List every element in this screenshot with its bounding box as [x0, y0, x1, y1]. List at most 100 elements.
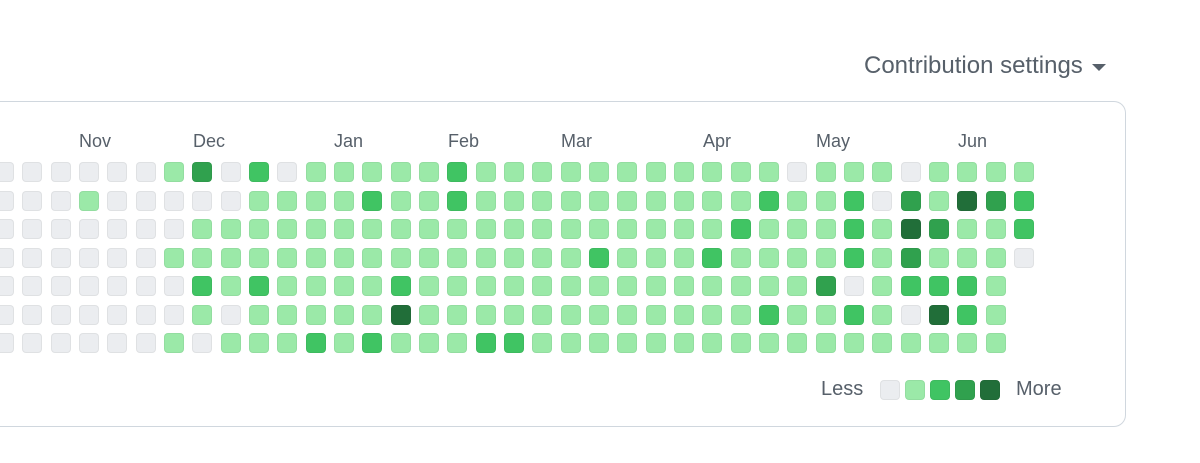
contribution-day-cell[interactable] — [532, 162, 553, 182]
contribution-day-cell[interactable] — [702, 162, 723, 182]
contribution-day-cell[interactable] — [758, 333, 779, 353]
contribution-day-cell[interactable] — [362, 276, 383, 296]
contribution-day-cell[interactable] — [334, 190, 354, 211]
contribution-day-cell[interactable] — [673, 333, 694, 353]
contribution-day-cell[interactable] — [475, 162, 496, 182]
contribution-day-cell[interactable] — [362, 219, 383, 239]
contribution-day-cell[interactable] — [560, 190, 581, 211]
contribution-day-cell[interactable] — [787, 276, 808, 296]
contribution-day-cell[interactable] — [418, 219, 439, 239]
contribution-day-cell[interactable] — [985, 219, 1006, 239]
contribution-day-cell[interactable] — [503, 333, 524, 353]
contribution-day-cell[interactable] — [390, 333, 411, 353]
contribution-day-cell[interactable] — [50, 219, 71, 239]
contribution-day-cell[interactable] — [249, 333, 269, 353]
contribution-day-cell[interactable] — [79, 304, 99, 325]
contribution-day-cell[interactable] — [135, 276, 156, 296]
contribution-day-cell[interactable] — [843, 333, 864, 353]
contribution-day-cell[interactable] — [22, 219, 43, 239]
contribution-day-cell[interactable] — [985, 276, 1006, 296]
contribution-day-cell[interactable] — [390, 304, 411, 325]
contribution-day-cell[interactable] — [50, 190, 71, 211]
contribution-day-cell[interactable] — [334, 333, 354, 353]
contribution-day-cell[interactable] — [220, 162, 241, 182]
contribution-day-cell[interactable] — [843, 219, 864, 239]
contribution-day-cell[interactable] — [702, 333, 723, 353]
contribution-day-cell[interactable] — [390, 247, 411, 268]
contribution-day-cell[interactable] — [815, 304, 836, 325]
contribution-day-cell[interactable] — [588, 190, 609, 211]
contribution-day-cell[interactable] — [815, 190, 836, 211]
contribution-day-cell[interactable] — [900, 190, 921, 211]
contribution-day-cell[interactable] — [985, 333, 1006, 353]
contribution-day-cell[interactable] — [362, 247, 383, 268]
contribution-day-cell[interactable] — [334, 162, 354, 182]
contribution-day-cell[interactable] — [532, 276, 553, 296]
contribution-day-cell[interactable] — [872, 304, 893, 325]
contribution-day-cell[interactable] — [673, 219, 694, 239]
contribution-day-cell[interactable] — [815, 276, 836, 296]
contribution-day-cell[interactable] — [872, 247, 893, 268]
contribution-day-cell[interactable] — [588, 219, 609, 239]
contribution-day-cell[interactable] — [22, 162, 43, 182]
contribution-day-cell[interactable] — [702, 190, 723, 211]
contribution-day-cell[interactable] — [50, 276, 71, 296]
contribution-day-cell[interactable] — [560, 162, 581, 182]
contribution-day-cell[interactable] — [843, 162, 864, 182]
contribution-day-cell[interactable] — [22, 304, 43, 325]
contribution-day-cell[interactable] — [305, 219, 326, 239]
contribution-day-cell[interactable] — [560, 333, 581, 353]
contribution-day-cell[interactable] — [135, 219, 156, 239]
contribution-day-cell[interactable] — [532, 304, 553, 325]
contribution-day-cell[interactable] — [334, 276, 354, 296]
contribution-day-cell[interactable] — [192, 190, 213, 211]
contribution-day-cell[interactable] — [532, 219, 553, 239]
contribution-day-cell[interactable] — [985, 190, 1006, 211]
contribution-day-cell[interactable] — [758, 162, 779, 182]
contribution-day-cell[interactable] — [900, 247, 921, 268]
contribution-day-cell[interactable] — [957, 219, 978, 239]
contribution-day-cell[interactable] — [305, 162, 326, 182]
contribution-day-cell[interactable] — [900, 276, 921, 296]
contribution-day-cell[interactable] — [164, 247, 184, 268]
contribution-day-cell[interactable] — [362, 333, 383, 353]
contribution-day-cell[interactable] — [617, 304, 638, 325]
contribution-day-cell[interactable] — [79, 276, 99, 296]
contribution-day-cell[interactable] — [758, 276, 779, 296]
contribution-day-cell[interactable] — [673, 304, 694, 325]
contribution-day-cell[interactable] — [1013, 190, 1034, 211]
contribution-day-cell[interactable] — [985, 247, 1006, 268]
contribution-day-cell[interactable] — [758, 190, 779, 211]
contribution-day-cell[interactable] — [617, 219, 638, 239]
contribution-day-cell[interactable] — [645, 162, 666, 182]
contribution-day-cell[interactable] — [107, 247, 128, 268]
contribution-day-cell[interactable] — [0, 276, 14, 296]
contribution-day-cell[interactable] — [617, 276, 638, 296]
contribution-day-cell[interactable] — [503, 247, 524, 268]
contribution-day-cell[interactable] — [0, 162, 14, 182]
contribution-day-cell[interactable] — [79, 219, 99, 239]
contribution-day-cell[interactable] — [220, 276, 241, 296]
contribution-day-cell[interactable] — [192, 247, 213, 268]
contribution-day-cell[interactable] — [560, 276, 581, 296]
contribution-day-cell[interactable] — [1013, 247, 1034, 268]
contribution-day-cell[interactable] — [249, 162, 269, 182]
contribution-day-cell[interactable] — [0, 247, 14, 268]
contribution-day-cell[interactable] — [730, 247, 751, 268]
contribution-day-cell[interactable] — [50, 304, 71, 325]
contribution-day-cell[interactable] — [220, 219, 241, 239]
contribution-day-cell[interactable] — [702, 304, 723, 325]
contribution-day-cell[interactable] — [192, 162, 213, 182]
contribution-day-cell[interactable] — [22, 190, 43, 211]
contribution-day-cell[interactable] — [135, 304, 156, 325]
contribution-day-cell[interactable] — [277, 219, 298, 239]
contribution-day-cell[interactable] — [730, 219, 751, 239]
contribution-day-cell[interactable] — [79, 333, 99, 353]
contribution-day-cell[interactable] — [447, 219, 468, 239]
contribution-day-cell[interactable] — [985, 162, 1006, 182]
contribution-day-cell[interactable] — [957, 162, 978, 182]
contribution-day-cell[interactable] — [872, 219, 893, 239]
contribution-day-cell[interactable] — [192, 219, 213, 239]
contribution-day-cell[interactable] — [815, 247, 836, 268]
contribution-day-cell[interactable] — [249, 304, 269, 325]
